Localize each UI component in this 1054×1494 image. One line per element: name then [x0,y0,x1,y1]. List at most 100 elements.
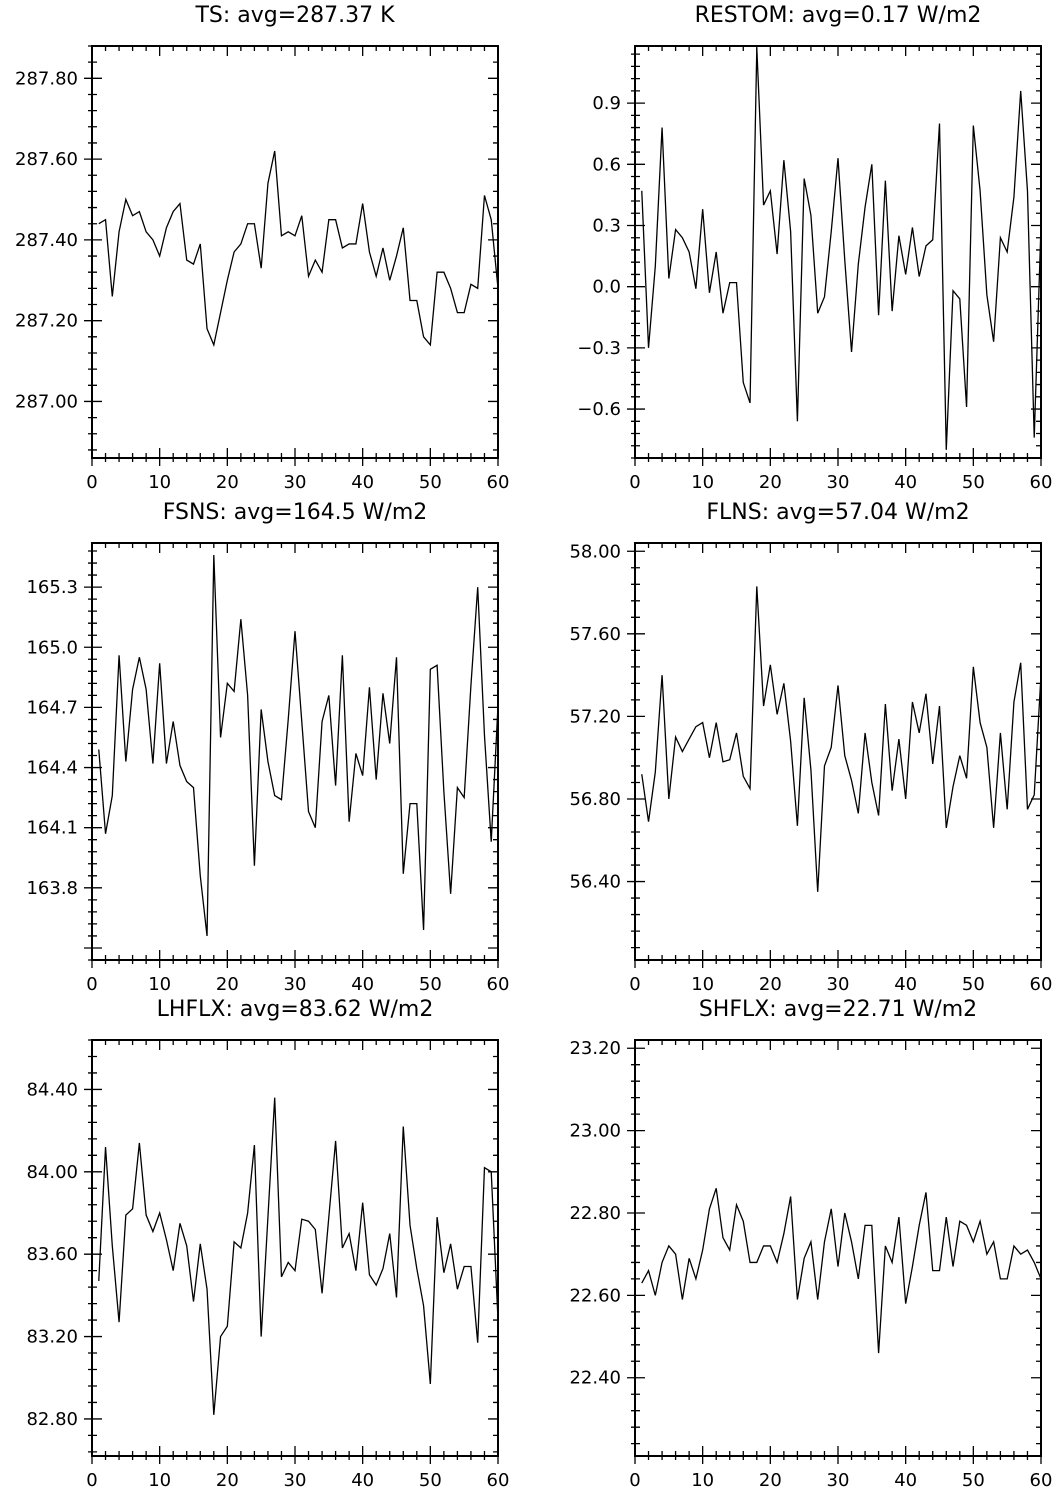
data-point [314,1228,316,1230]
data-point [904,273,906,275]
data-point [294,630,296,632]
data-point [490,841,492,843]
data-point [402,1125,404,1127]
data-point [1020,1253,1022,1255]
y-tick-label: 165.0 [26,637,78,658]
data-point [118,231,120,233]
data-point [341,654,343,656]
data-point [965,406,967,408]
x-tick-label: 0 [86,472,97,493]
data-point [240,1247,242,1249]
data-point [1013,701,1015,703]
data-point [641,773,643,775]
data-point [260,267,262,269]
data-point [125,1214,127,1216]
data-point [986,1253,988,1255]
x-tick-label: 50 [419,472,442,493]
x-tick-label: 50 [962,472,985,493]
y-tick-label: 165.3 [26,577,78,598]
x-axis-ticks [91,543,499,968]
data-point [429,344,431,346]
data-point [111,1245,113,1247]
data-point [722,1237,724,1239]
data-point [138,1142,140,1144]
data-point [334,1140,336,1142]
y-tick-label: 83.20 [26,1327,78,1348]
x-tick-label: 10 [148,974,171,995]
data-point [898,738,900,740]
data-point [898,234,900,236]
data-point [389,742,391,744]
y-tick-label: 82.80 [26,1409,78,1430]
data-point [355,752,357,754]
data-point [850,1241,852,1243]
data-point [668,277,670,279]
data-point [817,891,819,893]
y-tick-label: 0.0 [592,277,621,298]
data-point [334,784,336,786]
data-point [104,1146,106,1148]
data-point [1020,662,1022,664]
x-tick-label: 20 [216,472,239,493]
data-point [647,820,649,822]
data-point [165,1239,167,1241]
data-point [756,47,758,49]
data-point [992,1241,994,1243]
data-point [429,1383,431,1385]
x-tick-label: 10 [691,472,714,493]
data-point [233,251,235,253]
data-point [837,1265,839,1267]
y-tick-label: 22.60 [569,1285,621,1306]
data-point [422,336,424,338]
panel-title: RESTOM: avg=0.17 W/m2 [695,3,982,28]
data-point [267,1216,269,1218]
y-tick-label: 163.8 [26,878,78,899]
data-point [274,794,276,796]
data-point [355,1269,357,1271]
data-point [952,1265,954,1267]
y-tick-label: 83.60 [26,1244,78,1265]
data-point [321,1292,323,1294]
data-point [1033,794,1035,796]
data-point [361,1201,363,1203]
x-tick-label: 0 [629,974,640,995]
data-point [274,1096,276,1098]
data-point [749,1261,751,1263]
data-point [661,674,663,676]
x-tick-label: 20 [759,1470,782,1491]
y-tick-label: 0.6 [592,154,621,175]
data-point [307,1220,309,1222]
data-point [179,764,181,766]
data-point [668,798,670,800]
data-point [823,296,825,298]
data-point [294,235,296,237]
data-point [402,873,404,875]
data-point [321,271,323,273]
data-point [965,1224,967,1226]
data-point [681,1298,683,1300]
data-point [456,1288,458,1290]
data-point [389,279,391,281]
data-point [783,1232,785,1234]
data-point [368,251,370,253]
y-tick-label: 287.40 [15,230,78,251]
data-point [422,929,424,931]
data-point [422,1304,424,1306]
data-point [945,827,947,829]
data-point [382,1267,384,1269]
data-point [695,726,697,728]
data-point [287,1261,289,1263]
data-point [864,732,866,734]
x-tick-label: 40 [351,974,374,995]
plot-frame [91,1039,499,1457]
data-point [857,812,859,814]
x-tick-label: 30 [284,1470,307,1491]
data-point [891,310,893,312]
data-point [844,754,846,756]
data-point [199,875,201,877]
data-point [938,122,940,124]
series-line [641,1188,1042,1354]
y-axis-ticks [627,550,1041,949]
data-point [382,692,384,694]
data-point [138,656,140,658]
